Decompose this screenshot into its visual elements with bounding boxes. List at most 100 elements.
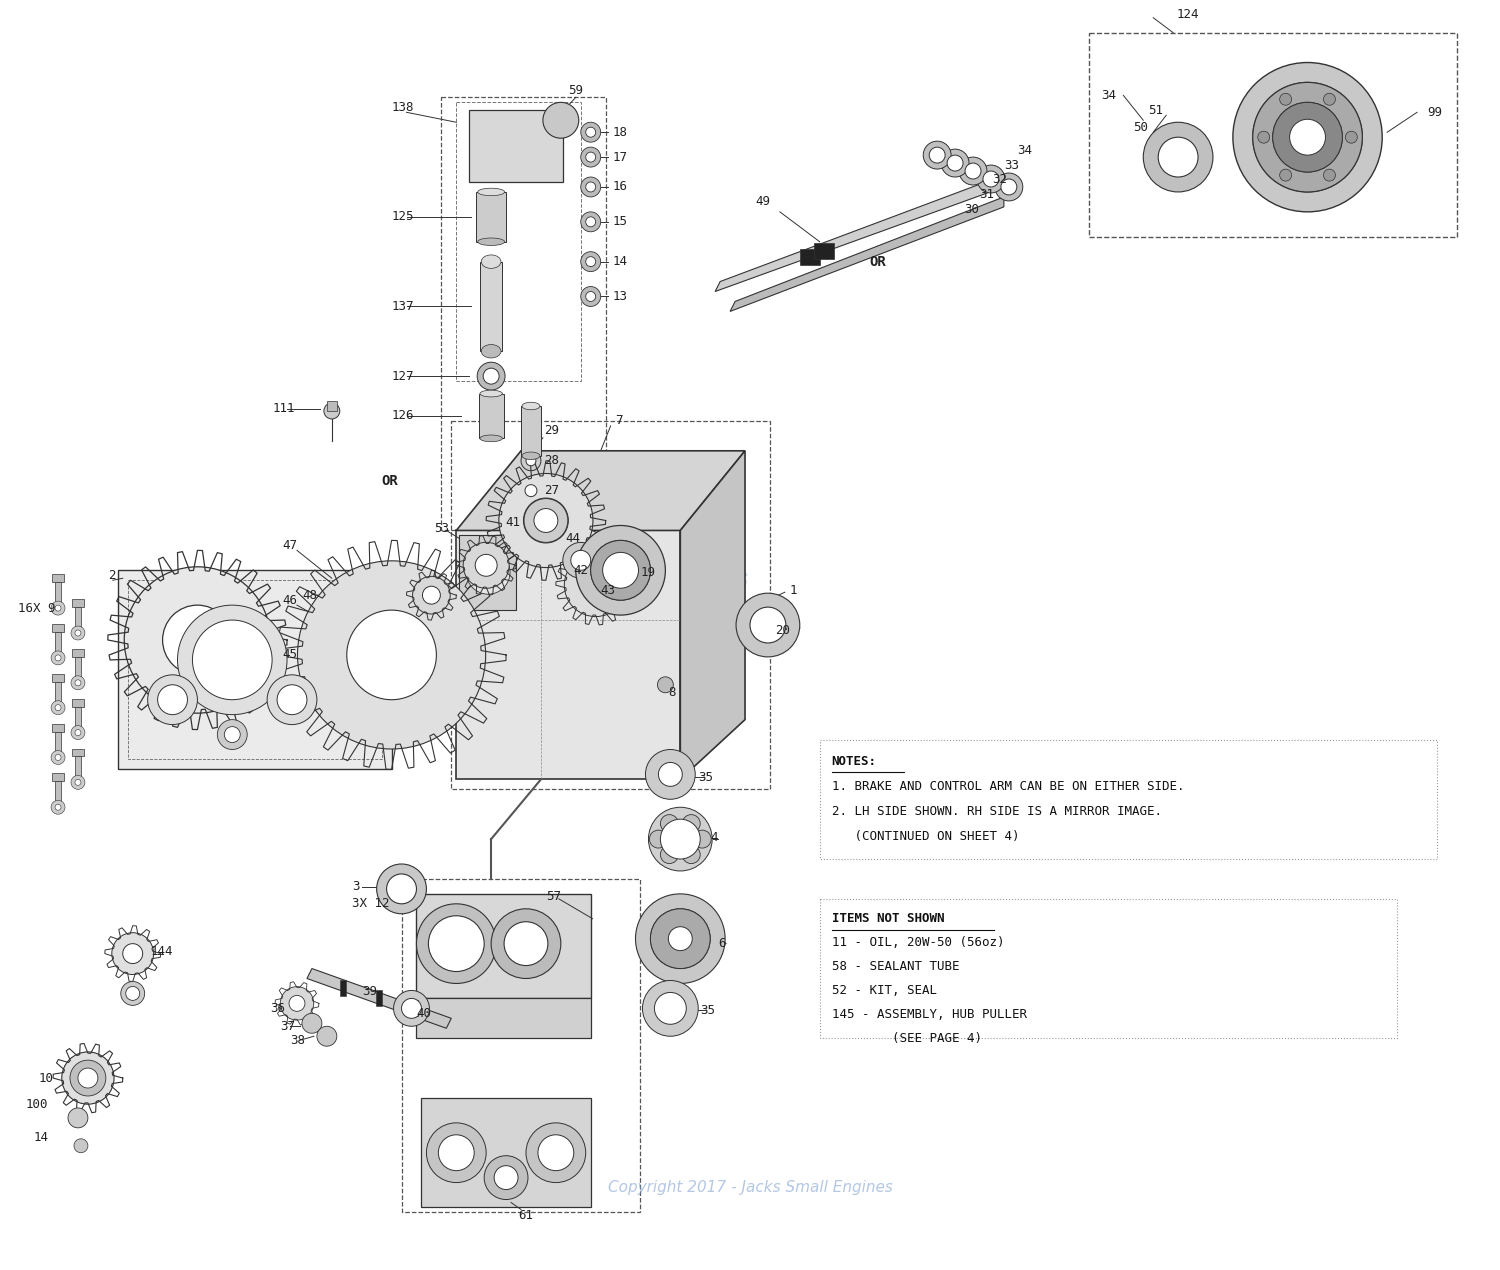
Circle shape [1252,83,1362,192]
Bar [441,98,606,531]
Bar [53,773,64,781]
Text: 61: 61 [518,1209,532,1222]
Bar [75,607,81,632]
Text: Copyright 2017 - Jacks Small Engines: Copyright 2017 - Jacks Small Engines [608,1180,892,1195]
Circle shape [483,368,500,384]
Circle shape [56,605,62,611]
Circle shape [660,819,700,859]
Circle shape [217,720,248,749]
Text: 58 - SEALANT TUBE: 58 - SEALANT TUBE [831,960,958,973]
Circle shape [70,776,86,790]
Text: 57: 57 [546,890,561,903]
Circle shape [636,894,724,983]
Circle shape [651,909,710,969]
Text: 34: 34 [1101,89,1116,102]
Text: (CONTINUED ON SHEET 4): (CONTINUED ON SHEET 4) [831,829,1019,842]
Text: 27: 27 [544,484,560,497]
Bar [72,599,84,607]
Circle shape [177,605,286,715]
Text: 52 - KIT, SEAL: 52 - KIT, SEAL [831,984,936,997]
Circle shape [669,927,693,951]
Circle shape [192,620,272,700]
Circle shape [650,831,668,848]
Circle shape [51,751,64,765]
Circle shape [302,1013,322,1034]
Circle shape [580,177,600,197]
Circle shape [645,749,694,799]
Bar [75,757,81,782]
Circle shape [68,1107,88,1128]
Circle shape [585,292,596,301]
Bar [56,632,62,658]
Text: NOTES:: NOTES: [831,754,876,768]
Circle shape [520,451,542,471]
Circle shape [693,831,711,848]
Circle shape [682,814,700,833]
Circle shape [126,987,140,1001]
Bar [53,624,64,632]
Ellipse shape [522,452,540,460]
Circle shape [580,570,610,601]
Circle shape [940,149,969,177]
Text: 37: 37 [280,1020,296,1033]
Text: 38: 38 [290,1034,304,1046]
Bar [56,582,62,608]
Circle shape [576,526,666,615]
Text: 32: 32 [992,174,1006,187]
Polygon shape [681,451,746,780]
Bar [72,698,84,706]
Circle shape [580,287,600,306]
Circle shape [543,103,579,138]
Polygon shape [716,177,1004,292]
Bar [128,580,381,759]
Text: 50: 50 [1134,121,1149,133]
Circle shape [1346,131,1358,144]
Circle shape [1290,119,1326,155]
Circle shape [585,257,596,267]
Text: 15: 15 [612,216,627,229]
Circle shape [1272,103,1342,171]
Text: 17: 17 [612,151,627,164]
Text: 14: 14 [612,255,627,268]
Circle shape [660,846,678,864]
Circle shape [75,780,81,785]
Text: 39: 39 [362,986,376,998]
Text: 47: 47 [282,538,297,552]
Circle shape [1323,93,1335,105]
Circle shape [75,1066,100,1091]
Text: 35: 35 [700,1003,715,1017]
Text: 2. LH SIDE SHOWN. RH SIDE IS A MIRROR IMAGE.: 2. LH SIDE SHOWN. RH SIDE IS A MIRROR IM… [831,805,1161,818]
Circle shape [112,932,153,974]
Circle shape [538,1135,574,1171]
Text: 20: 20 [776,624,790,636]
Circle shape [75,679,81,686]
Circle shape [123,944,142,964]
Circle shape [657,677,674,692]
Circle shape [51,652,64,665]
Text: 1: 1 [790,584,798,597]
Circle shape [51,601,64,615]
Polygon shape [459,536,516,610]
Text: 51: 51 [1149,104,1164,117]
Bar [376,991,382,1006]
Bar [815,244,834,259]
Circle shape [1233,62,1382,212]
Text: 3X 12: 3X 12 [351,898,388,911]
Text: 14: 14 [33,1132,48,1144]
Circle shape [476,554,496,577]
Circle shape [464,542,509,588]
Text: 2: 2 [108,569,116,582]
Circle shape [654,992,687,1025]
Circle shape [651,909,710,969]
Bar [470,110,562,182]
Circle shape [585,152,596,163]
Text: 3: 3 [351,880,358,893]
Text: 40: 40 [417,1007,432,1020]
Circle shape [387,874,417,904]
Text: 45: 45 [282,649,297,662]
Ellipse shape [477,188,504,196]
Text: 144: 144 [150,945,172,958]
Circle shape [56,804,62,810]
Text: 19: 19 [640,565,656,579]
Text: 11 - OIL, 20W-50 (56oz): 11 - OIL, 20W-50 (56oz) [831,936,1004,949]
